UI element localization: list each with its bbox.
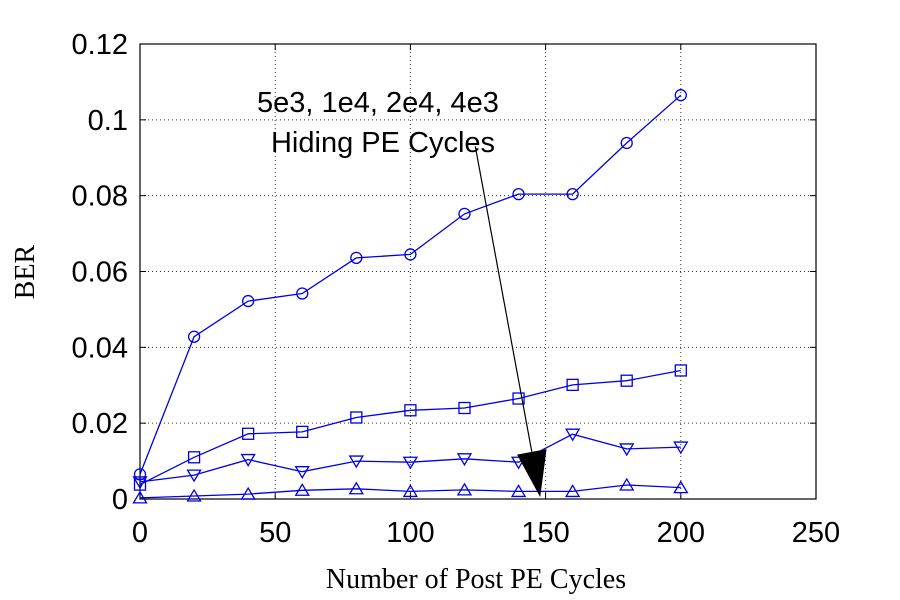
data-point	[240, 453, 256, 467]
x-axis-title: Number of Post PE Cycles	[326, 564, 626, 595]
data-point	[458, 401, 471, 415]
x-tick-label: 50	[259, 517, 291, 549]
series-square	[133, 364, 687, 491]
data-point	[186, 469, 202, 483]
data-point	[619, 477, 635, 491]
x-tick-label: 150	[521, 517, 569, 549]
annotation-line-2: Hiding PE Cycles	[271, 127, 495, 159]
data-point	[187, 451, 201, 464]
data-point	[512, 392, 525, 405]
data-point	[133, 468, 147, 481]
y-tick-label: 0	[112, 484, 128, 516]
data-point	[512, 187, 525, 201]
y-tick-label: 0.06	[72, 257, 128, 289]
data-point	[348, 455, 364, 469]
data-point	[186, 488, 202, 502]
series-triangle-down	[132, 428, 689, 490]
data-series	[132, 89, 689, 504]
y-axis-title: BER	[10, 244, 41, 299]
data-point	[404, 248, 417, 261]
data-point	[673, 441, 689, 455]
data-point	[565, 428, 581, 442]
data-point	[566, 187, 579, 201]
data-point	[242, 427, 255, 440]
series-triangle-up	[132, 477, 689, 504]
annotation-arrow-head	[517, 449, 547, 498]
grid-lines	[140, 44, 816, 499]
y-tick-label: 0.1	[88, 105, 128, 137]
y-tick-label: 0.08	[72, 181, 128, 213]
y-tick-label: 0.12	[72, 29, 128, 61]
data-point	[510, 484, 527, 498]
series-line	[139, 94, 682, 475]
y-axis-ticks: 0 0.02 0.04 0.06 0.08 0.1 0.12	[72, 29, 816, 516]
annotation-line-1: 5e3, 1e4, 2e4, 4e3	[257, 87, 499, 119]
data-point	[294, 483, 310, 496]
data-point	[620, 374, 633, 387]
annotation-arrow-line	[474, 146, 533, 452]
data-point	[242, 294, 255, 308]
data-point	[458, 207, 471, 221]
data-point	[404, 404, 417, 417]
data-point	[296, 287, 309, 300]
data-point	[348, 481, 364, 495]
data-point	[673, 480, 689, 494]
series-circle	[133, 89, 687, 481]
x-tick-label: 0	[132, 517, 148, 549]
data-point	[296, 425, 309, 439]
annotation: 5e3, 1e4, 2e4, 4e3 Hiding PE Cycles	[257, 87, 547, 498]
data-point	[133, 478, 147, 491]
series-line	[139, 433, 681, 483]
x-tick-label: 250	[792, 517, 840, 549]
data-point	[674, 364, 687, 377]
data-point	[565, 484, 581, 498]
data-point	[456, 482, 473, 496]
y-tick-label: 0.04	[72, 332, 128, 364]
data-point	[619, 443, 635, 457]
data-point	[132, 476, 148, 490]
data-point	[620, 136, 633, 150]
data-point	[294, 466, 310, 479]
series-line	[139, 484, 681, 499]
data-point	[566, 378, 579, 392]
x-tick-label: 200	[657, 517, 705, 549]
x-axis-ticks: 0 50 100 150 200 250	[132, 44, 840, 549]
data-point	[187, 330, 201, 343]
data-point	[350, 411, 363, 424]
data-point	[132, 490, 148, 504]
data-point	[674, 89, 687, 102]
data-point	[456, 453, 473, 467]
data-point	[240, 486, 256, 500]
series-line	[139, 369, 681, 486]
data-point	[402, 456, 419, 470]
y-tick-label: 0.02	[72, 408, 128, 440]
data-point	[402, 484, 419, 498]
x-tick-label: 100	[386, 517, 434, 549]
data-point	[350, 251, 363, 265]
